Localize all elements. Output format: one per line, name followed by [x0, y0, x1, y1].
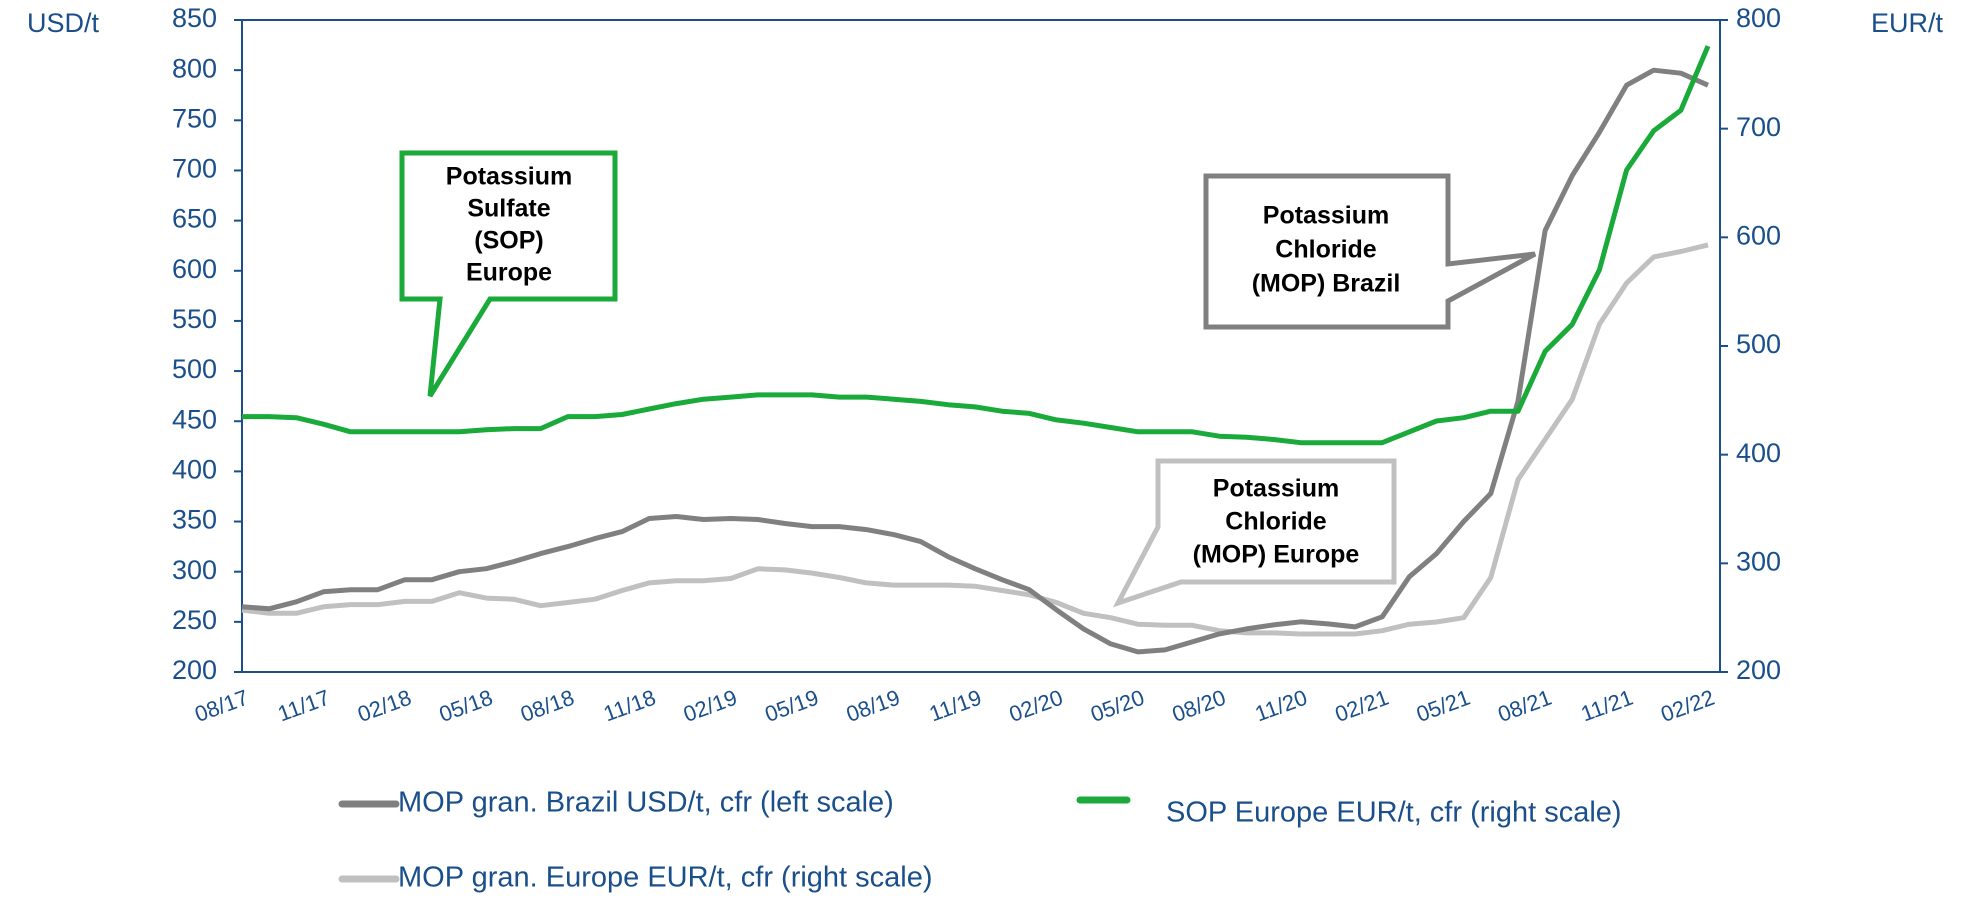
- annotation-text: Potassium: [1263, 202, 1389, 230]
- y-tick-label: 300: [172, 555, 217, 585]
- legend-label: MOP gran. Europe EUR/t, cfr (right scale…: [398, 862, 933, 894]
- x-tick-label: 11/20: [1252, 685, 1311, 727]
- y-tick-label: 750: [172, 103, 217, 133]
- annotation-text: (SOP): [474, 227, 543, 255]
- x-tick-label: 05/21: [1413, 685, 1473, 727]
- series-line: [242, 45, 1711, 446]
- annotation-text: Chloride: [1275, 236, 1376, 264]
- y-tick-label: 450: [172, 404, 217, 434]
- x-tick-label: 02/21: [1332, 685, 1392, 727]
- annotation-text: (MOP) Brazil: [1252, 270, 1401, 298]
- x-tick-label: 11/19: [926, 685, 985, 727]
- y-tick-label: 250: [172, 605, 217, 635]
- y-tick-label: 400: [172, 455, 217, 485]
- series-line: [241, 67, 1710, 655]
- callout-sop: [399, 150, 618, 398]
- y-tick-label: 650: [172, 204, 217, 234]
- legend-label: SOP Europe EUR/t, cfr (right scale): [1166, 797, 1622, 829]
- annotation-text: Sulfate: [467, 195, 550, 223]
- x-tick-label: 08/17: [191, 685, 251, 727]
- y2-axis-label: EUR/t: [1871, 8, 1944, 38]
- y2-tick-label: 200: [1736, 655, 1781, 685]
- annotation-text: Potassium: [1213, 475, 1339, 503]
- legend-label: MOP gran. Brazil USD/t, cfr (left scale): [398, 787, 894, 819]
- x-tick-label: 08/18: [517, 685, 577, 727]
- x-tick-label: 02/18: [354, 685, 414, 727]
- y-tick-label: 700: [172, 154, 217, 184]
- x-tick-label: 08/21: [1495, 685, 1555, 727]
- y-tick-label: 800: [172, 53, 217, 83]
- y-tick-label: 500: [172, 354, 217, 384]
- y2-tick-label: 600: [1736, 220, 1781, 250]
- callout-mop-europe: [1112, 458, 1397, 608]
- callout-mop-brazil: [1203, 173, 1537, 330]
- x-tick-label: 11/21: [1578, 685, 1637, 727]
- annotation-text: (MOP) Europe: [1193, 541, 1360, 569]
- y-tick-label: 350: [172, 505, 217, 535]
- x-tick-label: 05/18: [436, 685, 496, 727]
- x-tick-label: 11/17: [274, 685, 333, 727]
- annotation-text: Chloride: [1225, 508, 1326, 536]
- y2-tick-label: 700: [1736, 112, 1781, 142]
- y-tick-label: 200: [172, 655, 217, 685]
- series-line: [241, 242, 1709, 637]
- x-tick-label: 08/19: [843, 685, 903, 727]
- annotation-text: Europe: [466, 259, 552, 287]
- y-tick-label: 850: [172, 3, 217, 33]
- x-tick-label: 11/18: [600, 685, 659, 727]
- x-tick-label: 05/20: [1087, 685, 1147, 727]
- x-tick-label: 02/19: [680, 685, 740, 727]
- y-axis-label: USD/t: [27, 8, 100, 38]
- y2-tick-label: 300: [1736, 546, 1781, 576]
- x-tick-label: 02/20: [1006, 685, 1066, 727]
- y-tick-label: 550: [172, 304, 217, 334]
- x-tick-label: 08/20: [1169, 685, 1229, 727]
- y-tick-label: 600: [172, 254, 217, 284]
- series-layer: [241, 45, 1711, 655]
- y2-tick-label: 800: [1736, 3, 1781, 33]
- annotation-text: Potassium: [446, 163, 572, 191]
- y2-tick-label: 400: [1736, 438, 1781, 468]
- x-tick-label: 05/19: [762, 685, 822, 727]
- x-tick-label: 02/22: [1657, 685, 1717, 727]
- y2-tick-label: 500: [1736, 329, 1781, 359]
